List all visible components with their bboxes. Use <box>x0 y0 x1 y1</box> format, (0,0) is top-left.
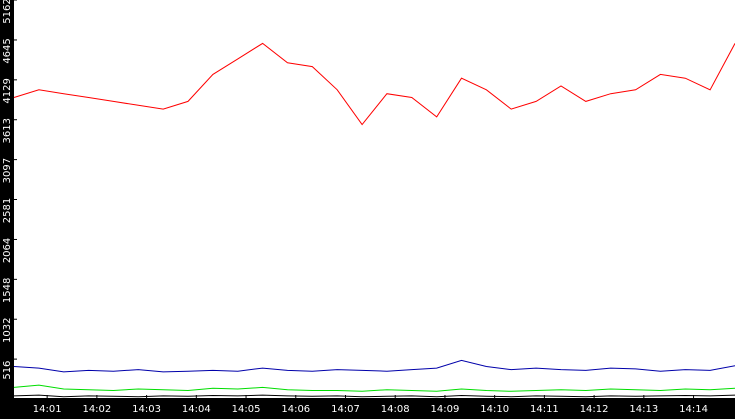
x-tick-label: 14:03 <box>132 404 161 415</box>
series-line-3 <box>13 384 735 392</box>
x-tick-label: 14:06 <box>281 404 310 415</box>
y-tick-label: 4129 <box>2 78 13 103</box>
y-tick-label: 3097 <box>2 158 13 183</box>
x-tick-label: 14:12 <box>580 404 609 415</box>
series-line-2 <box>13 359 735 373</box>
x-tick-label: 14:01 <box>33 404 62 415</box>
y-tick-label: 4645 <box>2 38 13 63</box>
plot-area <box>14 0 735 399</box>
y-tick-label: 2581 <box>2 198 13 223</box>
x-tick-label: 14:14 <box>679 404 708 415</box>
y-tick-label: 1548 <box>2 278 13 303</box>
series-line-4 <box>13 394 735 398</box>
series-layer <box>13 42 735 398</box>
x-tick-label: 14:07 <box>331 404 360 415</box>
series-line-1 <box>13 42 735 126</box>
x-tick-label: 14:09 <box>431 404 460 415</box>
x-tick-label: 14:05 <box>232 404 261 415</box>
x-tick-label: 14:13 <box>629 404 658 415</box>
y-tick-label: 3613 <box>2 118 13 143</box>
y-tick-label: 1032 <box>2 318 13 343</box>
x-tick-label: 14:10 <box>480 404 509 415</box>
x-axis: 14:01 14:02 14:03 14:04 14:05 14:06 14:07 14:08… <box>14 395 735 415</box>
y-tick-label: 516 <box>2 361 13 380</box>
y-axis: 516 1032 1548 2064 2581 3097 3613 4129 4645 5162 <box>2 0 17 380</box>
x-tick-label: 14:08 <box>381 404 410 415</box>
x-tick-label: 14:04 <box>182 404 211 415</box>
y-tick-label: 2064 <box>2 238 13 263</box>
y-tick-label: 5162 <box>2 0 13 24</box>
x-tick-label: 14:11 <box>530 404 559 415</box>
x-tick-label: 14:02 <box>82 404 111 415</box>
